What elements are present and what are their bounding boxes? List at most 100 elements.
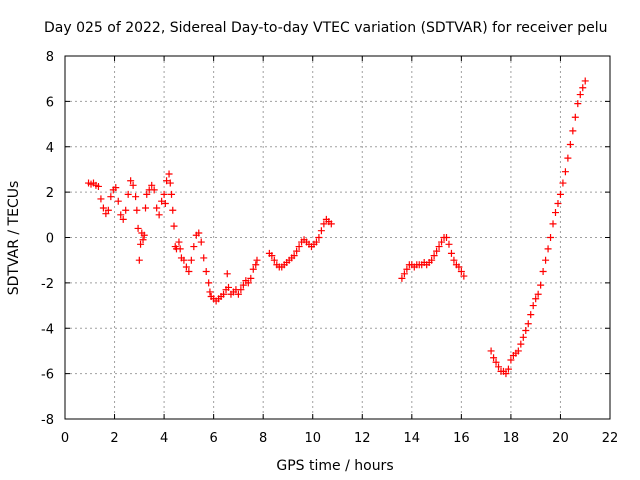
x-tick-label: 2	[110, 431, 118, 446]
data-point	[180, 256, 188, 264]
data-point	[187, 256, 195, 264]
data-point	[268, 252, 276, 260]
data-point	[487, 347, 495, 355]
x-axis-label: GPS time / hours	[276, 458, 393, 474]
data-point	[185, 268, 193, 276]
y-tick-label: 4	[46, 141, 54, 156]
data-point	[517, 340, 525, 348]
data-point	[160, 190, 168, 198]
data-point	[150, 186, 158, 194]
data-point	[566, 140, 574, 148]
data-point	[155, 211, 163, 219]
data-point	[547, 234, 555, 241]
data-point	[190, 243, 198, 251]
data-point	[166, 179, 174, 187]
x-tick-label: 0	[61, 431, 69, 446]
data-point	[270, 256, 278, 264]
data-point	[234, 290, 242, 298]
data-point	[170, 222, 178, 230]
data-point	[148, 181, 156, 189]
data-point	[97, 195, 105, 203]
data-point	[398, 274, 406, 282]
data-point	[140, 231, 148, 239]
data-point	[163, 177, 171, 185]
data-point	[492, 358, 500, 366]
data-point	[132, 193, 140, 201]
data-point	[490, 354, 498, 362]
data-point	[252, 261, 260, 269]
data-point	[495, 363, 503, 371]
data-point	[237, 286, 245, 294]
data-point	[455, 263, 463, 271]
data-point	[320, 220, 328, 228]
data-point	[223, 270, 231, 278]
grid-lines	[65, 56, 610, 419]
y-axis-label: SDTVAR / TECUs	[6, 181, 22, 296]
data-point	[119, 215, 127, 223]
data-point	[537, 281, 545, 289]
data-point	[239, 281, 247, 289]
data-point	[107, 193, 115, 201]
data-point	[527, 311, 535, 319]
data-point	[176, 245, 184, 253]
data-point	[205, 279, 213, 287]
data-point	[460, 272, 468, 280]
data-point	[571, 113, 579, 121]
data-point	[104, 206, 112, 214]
data-point	[142, 204, 150, 212]
x-tick-label: 6	[209, 431, 217, 446]
data-point	[579, 84, 587, 92]
y-tick-label: 2	[46, 186, 54, 201]
data-point	[502, 370, 510, 378]
data-point	[564, 154, 572, 162]
data-point	[225, 283, 232, 291]
data-point	[124, 190, 132, 198]
data-point	[522, 327, 530, 335]
data-point	[504, 365, 512, 373]
data-point	[542, 256, 550, 264]
data-point	[315, 234, 323, 241]
y-axis: -8 -6 -4 -2 0 2 4 6 8	[41, 50, 610, 428]
data-point	[539, 268, 547, 276]
data-series	[85, 77, 589, 378]
data-point	[117, 211, 125, 219]
data-point	[450, 256, 458, 264]
data-point	[544, 245, 552, 253]
data-point	[295, 243, 303, 251]
data-point	[137, 240, 145, 248]
data-point	[438, 238, 446, 246]
data-point	[247, 274, 255, 282]
data-point	[561, 168, 569, 176]
x-tick-label: 20	[552, 431, 569, 446]
data-point	[197, 238, 205, 246]
x-tick-label: 14	[404, 431, 421, 446]
data-point	[169, 206, 177, 214]
data-point	[443, 234, 450, 241]
x-axis: 0 2 4 6 8 10 12 14 16 18 20 22	[61, 56, 618, 446]
y-tick-label: -8	[41, 413, 54, 428]
data-point	[581, 77, 589, 85]
data-point	[519, 333, 527, 341]
data-point	[94, 182, 102, 190]
data-point	[158, 197, 166, 205]
data-point	[447, 249, 455, 257]
data-point	[200, 254, 208, 262]
x-tick-label: 18	[503, 431, 520, 446]
data-point	[153, 204, 161, 212]
data-point	[327, 220, 335, 228]
x-tick-label: 16	[453, 431, 470, 446]
data-point	[457, 268, 465, 276]
data-point	[445, 240, 453, 248]
data-point	[182, 263, 190, 271]
y-tick-label: 8	[46, 50, 54, 65]
data-point	[435, 243, 443, 251]
data-point	[134, 224, 142, 232]
data-point	[569, 127, 577, 135]
data-point	[202, 268, 210, 276]
data-point	[576, 91, 584, 99]
data-point	[428, 256, 436, 264]
data-point	[433, 247, 441, 255]
data-point	[290, 252, 298, 260]
data-point	[129, 181, 137, 189]
